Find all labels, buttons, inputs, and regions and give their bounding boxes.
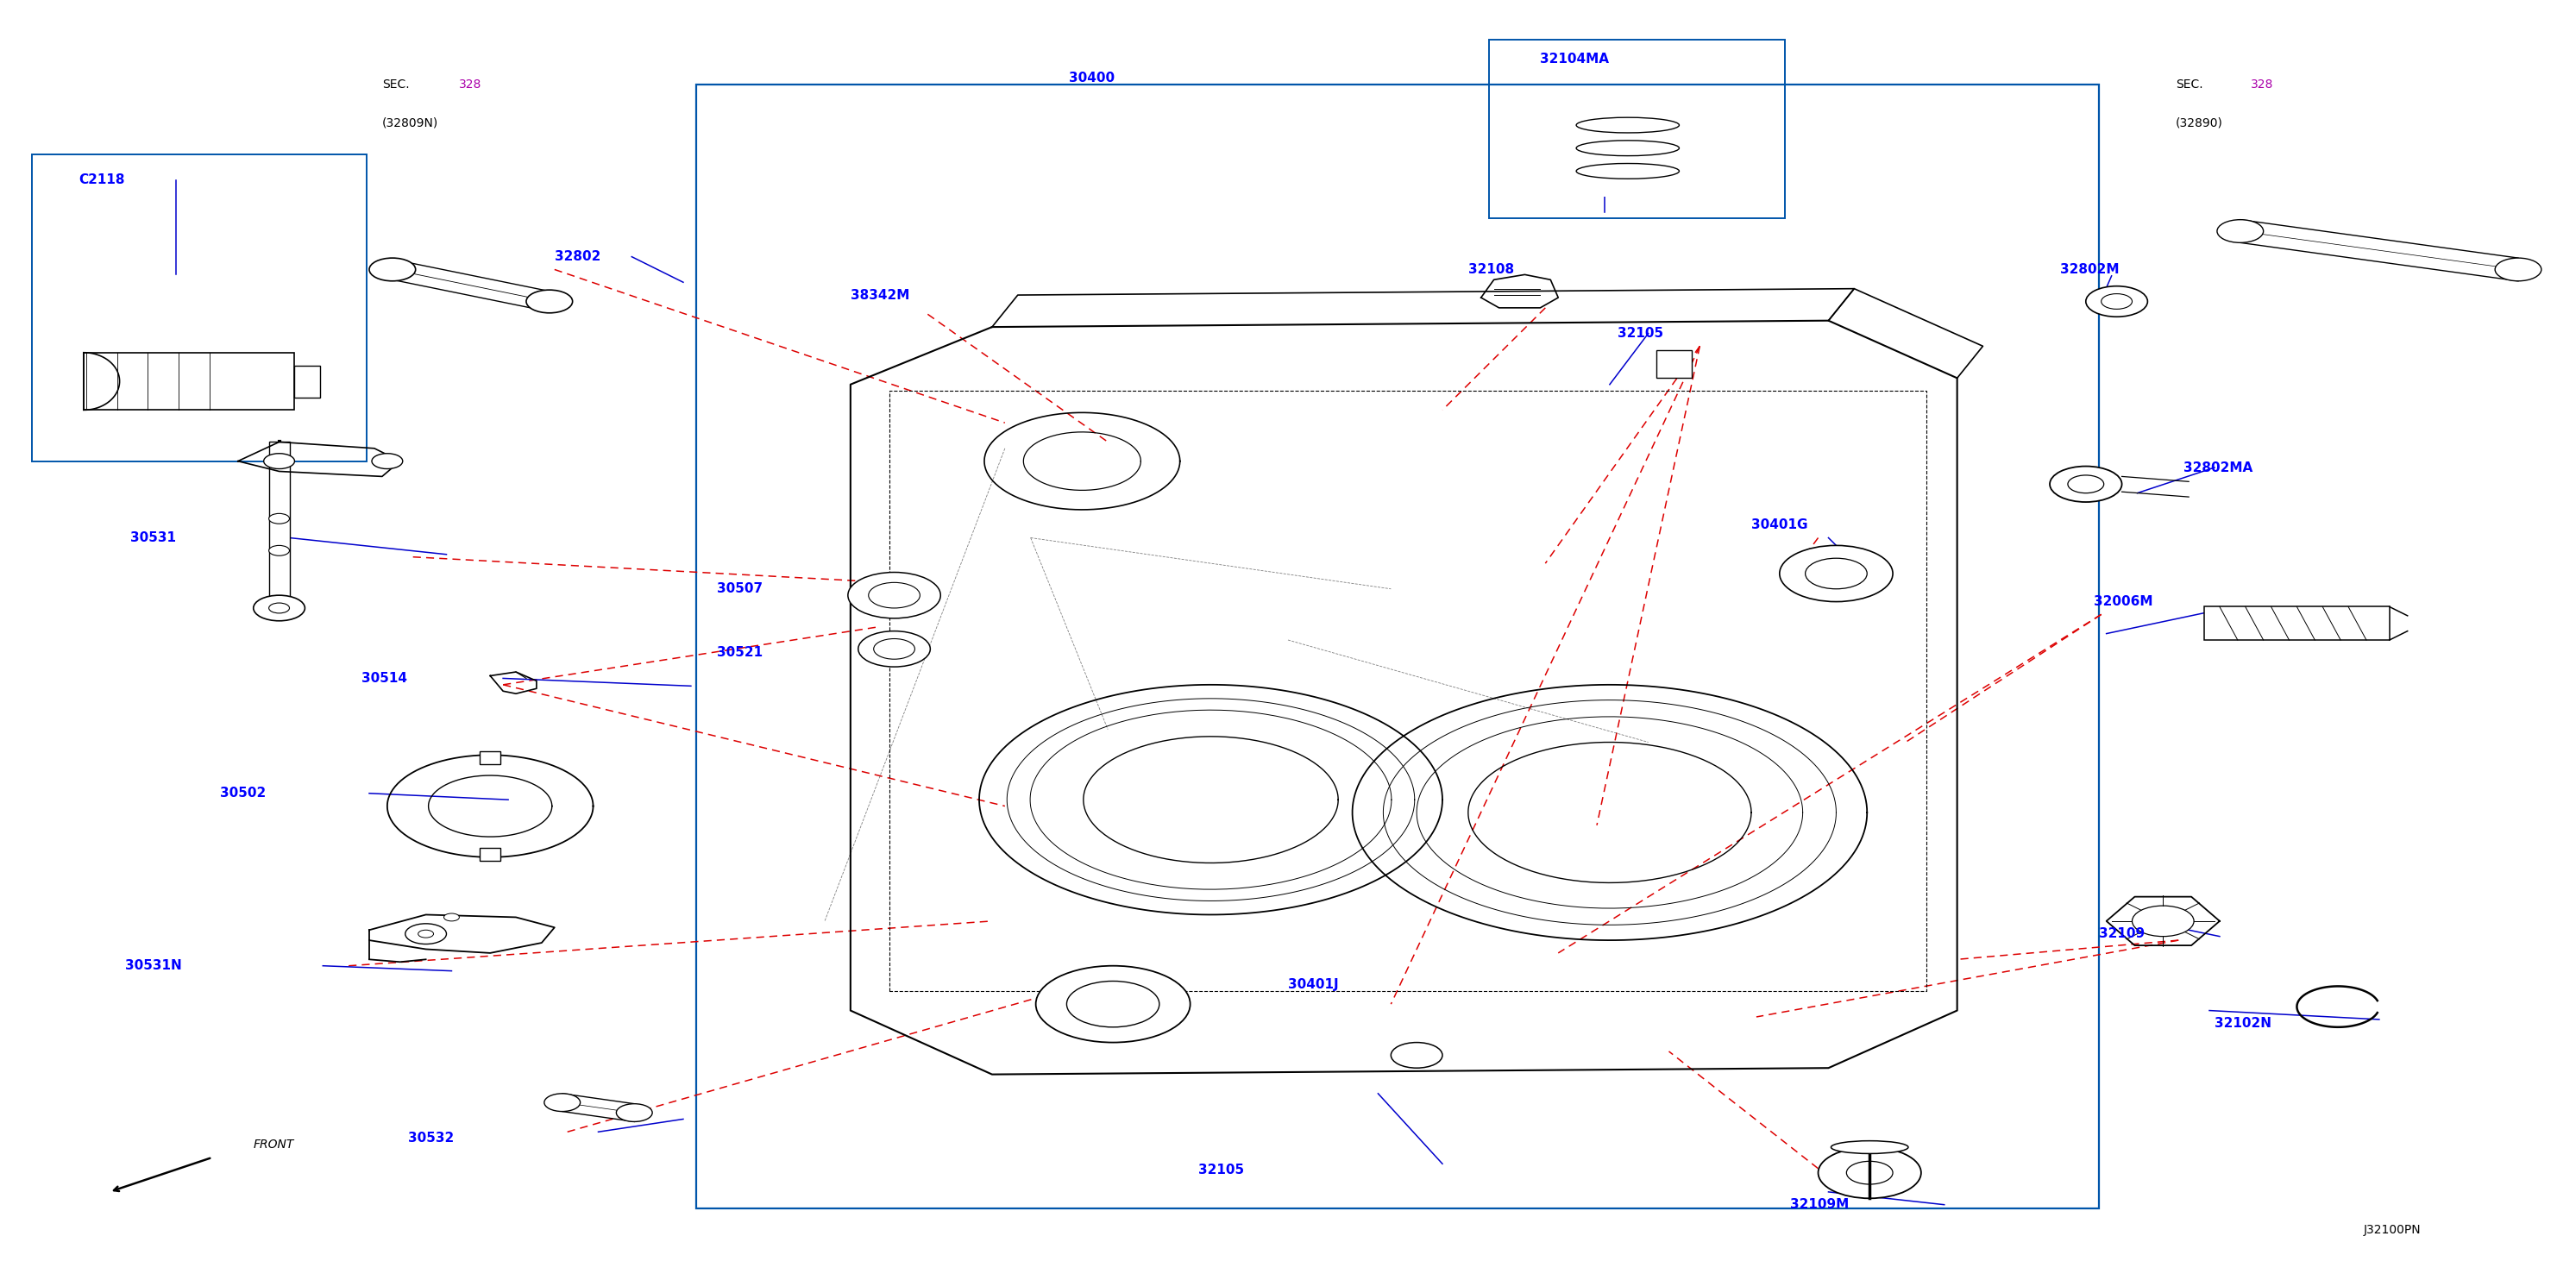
Text: 32802: 32802 <box>554 251 600 264</box>
Text: 32109M: 32109M <box>1790 1198 1850 1211</box>
Text: 30502: 30502 <box>219 787 265 800</box>
Circle shape <box>443 914 459 922</box>
Circle shape <box>1391 1042 1443 1068</box>
Text: 32802MA: 32802MA <box>2184 461 2254 474</box>
Circle shape <box>616 1103 652 1121</box>
Text: 32102N: 32102N <box>2215 1016 2272 1029</box>
Text: 328: 328 <box>459 78 482 91</box>
Text: 32802M: 32802M <box>2061 262 2120 276</box>
Bar <box>82 352 294 410</box>
Circle shape <box>2496 259 2543 282</box>
Text: 32105: 32105 <box>1198 1164 1244 1176</box>
Circle shape <box>263 453 294 468</box>
Circle shape <box>858 631 930 667</box>
Circle shape <box>2087 287 2148 316</box>
Bar <box>1587 110 1669 197</box>
Text: 30401J: 30401J <box>1288 978 1340 992</box>
Circle shape <box>2218 220 2264 243</box>
Circle shape <box>848 572 940 618</box>
Circle shape <box>268 513 289 524</box>
Text: 30521: 30521 <box>716 646 762 659</box>
Circle shape <box>1066 982 1159 1027</box>
Text: 30531N: 30531N <box>124 959 180 973</box>
Circle shape <box>371 453 402 468</box>
Text: 328: 328 <box>2251 78 2272 91</box>
Text: 32104MA: 32104MA <box>1540 52 1610 65</box>
Bar <box>294 365 319 397</box>
Text: FRONT: FRONT <box>252 1139 294 1151</box>
Circle shape <box>417 931 433 938</box>
Circle shape <box>1819 1147 1922 1198</box>
Circle shape <box>868 582 920 608</box>
Circle shape <box>268 603 289 613</box>
Text: 32105: 32105 <box>1618 326 1664 340</box>
Circle shape <box>268 545 289 556</box>
Circle shape <box>368 259 415 282</box>
Text: 38342M: 38342M <box>850 288 909 302</box>
Bar <box>1489 40 1785 219</box>
Text: 30514: 30514 <box>361 672 407 685</box>
Circle shape <box>2133 906 2195 937</box>
Text: 32109: 32109 <box>2099 928 2143 941</box>
Text: 30401G: 30401G <box>1752 518 1808 531</box>
Circle shape <box>526 291 572 312</box>
Circle shape <box>1036 966 1190 1042</box>
Text: (32809N): (32809N) <box>381 116 438 128</box>
Text: 32108: 32108 <box>1468 262 1515 276</box>
Text: 30507: 30507 <box>716 582 762 595</box>
Bar <box>696 84 2099 1208</box>
Text: C2118: C2118 <box>77 174 124 187</box>
Circle shape <box>2102 294 2133 308</box>
Text: 30532: 30532 <box>407 1132 453 1144</box>
Circle shape <box>404 924 446 945</box>
Circle shape <box>2050 466 2123 502</box>
Circle shape <box>2069 475 2105 493</box>
Ellipse shape <box>1832 1140 1909 1153</box>
Circle shape <box>252 595 304 621</box>
Circle shape <box>544 1093 580 1111</box>
Circle shape <box>1847 1161 1893 1184</box>
Text: 32006M: 32006M <box>2094 595 2154 608</box>
Text: SEC.: SEC. <box>381 78 410 91</box>
Text: SEC.: SEC. <box>2177 78 2202 91</box>
Text: 30531: 30531 <box>129 531 175 544</box>
Text: J32100PN: J32100PN <box>2365 1224 2421 1236</box>
Bar <box>1656 349 1692 378</box>
Bar <box>268 442 289 614</box>
Ellipse shape <box>1577 141 1680 156</box>
Bar <box>479 849 500 861</box>
Circle shape <box>873 639 914 659</box>
Bar <box>31 155 366 461</box>
Ellipse shape <box>1577 164 1680 179</box>
Text: (32890): (32890) <box>2177 116 2223 128</box>
Text: 30400: 30400 <box>1069 72 1115 84</box>
Bar <box>479 751 500 764</box>
Circle shape <box>1780 545 1893 602</box>
Ellipse shape <box>1577 118 1680 133</box>
Circle shape <box>1806 558 1868 589</box>
Bar <box>2205 607 2391 640</box>
